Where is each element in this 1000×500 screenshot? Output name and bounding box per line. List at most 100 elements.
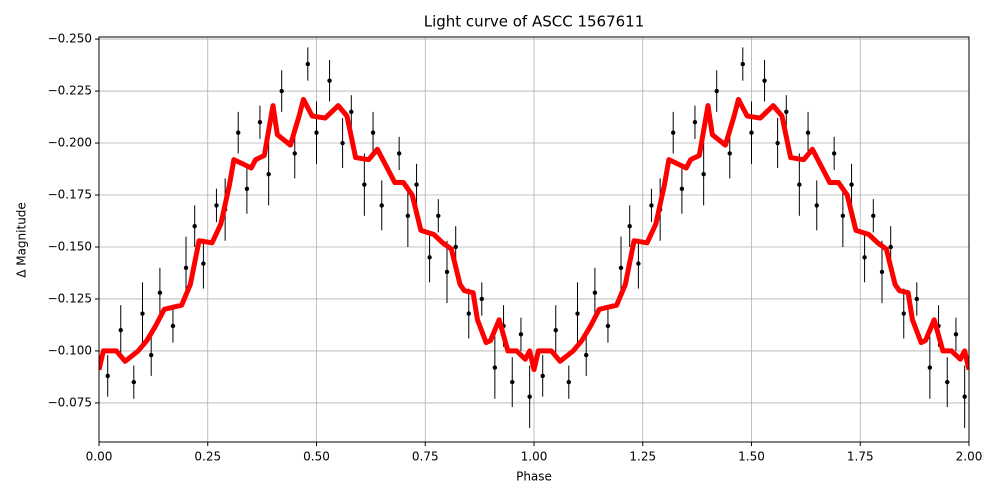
- data-point: [627, 223, 632, 229]
- data-point: [871, 213, 876, 218]
- y-tick-label: −0.125: [48, 291, 92, 305]
- data-point: [749, 130, 754, 135]
- data-point: [831, 151, 837, 156]
- data-point: [784, 109, 789, 115]
- y-tick-label: −0.100: [48, 343, 92, 357]
- data-point: [244, 186, 250, 191]
- x-tick-label: 1.50: [738, 450, 765, 464]
- data-point: [396, 151, 402, 156]
- data-point: [192, 223, 197, 229]
- data-point: [692, 120, 698, 125]
- data-point: [775, 140, 780, 146]
- data-point: [584, 352, 589, 358]
- data-point: [201, 261, 206, 266]
- data-point: [340, 140, 345, 146]
- x-tick-label: 2.00: [956, 450, 983, 464]
- data-point: [292, 151, 297, 156]
- x-tick-label: 0.50: [303, 450, 330, 464]
- data-point: [762, 78, 767, 83]
- data-point: [362, 182, 367, 187]
- y-tick-label: −0.200: [48, 136, 92, 150]
- grid: [98, 37, 970, 442]
- data-point: [370, 130, 376, 135]
- data-point: [888, 244, 893, 250]
- data-point: [914, 296, 919, 302]
- data-point: [405, 213, 411, 218]
- data-point: [314, 130, 319, 135]
- data-point: [575, 311, 580, 316]
- y-axis-label: Δ Magnitude: [15, 202, 29, 278]
- x-tick-label: 1.00: [521, 450, 548, 464]
- data-point: [279, 88, 284, 94]
- data-point: [527, 394, 532, 399]
- data-point: [649, 203, 654, 208]
- data-point: [305, 61, 310, 67]
- data-point: [436, 213, 441, 218]
- data-point: [157, 290, 163, 295]
- data-point: [945, 379, 950, 385]
- data-point: [636, 261, 641, 266]
- data-point: [492, 365, 498, 370]
- data-point: [962, 394, 967, 399]
- data-point: [618, 265, 624, 270]
- y-tick-label: −0.175: [48, 188, 92, 202]
- x-tick-label: 1.25: [629, 450, 656, 464]
- data-point: [814, 203, 819, 208]
- data-point: [257, 120, 263, 125]
- ticks: 0.00 0.25 0.50 0.75 1.00 1.25 1.50 1.75 2.00 −0.2…: [48, 32, 983, 464]
- data-point: [840, 213, 846, 218]
- data-point: [105, 373, 110, 379]
- data-point: [566, 379, 571, 385]
- x-tick-label: 1.75: [847, 450, 874, 464]
- data-point: [518, 332, 524, 337]
- data-point: [118, 327, 123, 333]
- data-point: [927, 365, 933, 370]
- data-point: [797, 182, 802, 187]
- data-point: [849, 182, 854, 187]
- data-point: [510, 379, 515, 385]
- data-point: [444, 269, 450, 275]
- data-point: [605, 323, 611, 329]
- y-tick-label: −0.250: [48, 32, 92, 46]
- data-point: [805, 130, 811, 135]
- plot-area: [99, 47, 969, 428]
- data-point: [140, 311, 145, 316]
- data-point: [679, 186, 685, 191]
- data-point: [953, 332, 959, 337]
- data-point: [479, 296, 484, 302]
- data-point: [879, 269, 885, 275]
- data-point: [714, 88, 719, 94]
- data-point: [727, 151, 732, 156]
- data-point: [131, 379, 136, 385]
- x-tick-label: 0.00: [86, 450, 113, 464]
- data-point: [149, 352, 154, 358]
- x-tick-label: 0.75: [412, 450, 439, 464]
- data-point: [540, 373, 545, 379]
- data-point: [214, 203, 219, 208]
- data-point: [701, 172, 706, 177]
- data-point: [862, 255, 867, 260]
- y-tick-label: −0.075: [48, 395, 92, 409]
- data-point: [170, 323, 176, 329]
- x-tick-label: 0.25: [194, 450, 221, 464]
- chart-title: Light curve of ASCC 1567611: [424, 13, 645, 31]
- data-point: [327, 78, 332, 83]
- data-point: [183, 265, 189, 270]
- data-point: [740, 61, 745, 67]
- data-point: [266, 172, 271, 177]
- data-point: [427, 255, 432, 260]
- data-point: [466, 311, 471, 316]
- y-tick-label: −0.150: [48, 239, 92, 253]
- data-point: [236, 130, 241, 135]
- data-point: [592, 290, 598, 295]
- data-point: [414, 182, 419, 187]
- data-point: [553, 327, 558, 333]
- x-axis-label: Phase: [516, 470, 552, 484]
- trend-line: [99, 96, 969, 373]
- data-point: [379, 203, 384, 208]
- data-point: [453, 244, 458, 250]
- y-tick-label: −0.225: [48, 84, 92, 98]
- data-point: [349, 109, 354, 115]
